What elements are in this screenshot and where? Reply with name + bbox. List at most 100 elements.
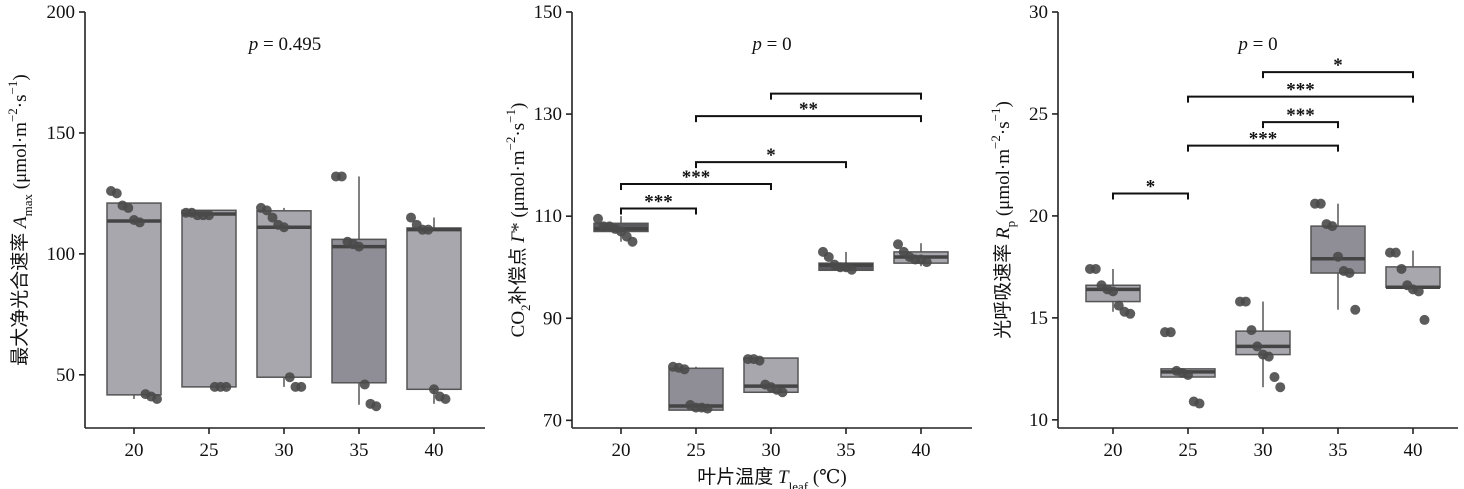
data-point (1263, 351, 1274, 362)
text-part: p (750, 34, 762, 55)
x-tick-label: 40 (1404, 440, 1423, 461)
x-tick-label: 40 (912, 440, 931, 461)
text-part: 补偿点 (507, 243, 529, 305)
text-part: (μmol·m (993, 149, 1014, 221)
box (181, 209, 237, 388)
significance-label: *** (682, 167, 711, 188)
data-point (261, 205, 272, 216)
x-tick-label: 20 (1104, 440, 1123, 461)
data-point (1333, 251, 1343, 262)
p-value: p = 0.495 (247, 34, 321, 55)
y-tick-label: 30 (1029, 2, 1048, 23)
box (406, 227, 462, 391)
x-tick-label: 35 (350, 440, 369, 461)
significance-label: *** (1286, 105, 1315, 126)
text-part: −2 (5, 108, 20, 122)
data-point (1240, 296, 1251, 307)
significance-bracket (1262, 121, 1339, 129)
data-point (204, 210, 214, 221)
data-point (1344, 268, 1355, 279)
text-part: p (1236, 34, 1248, 55)
data-point (1108, 286, 1118, 297)
y-tick-label: 90 (543, 308, 562, 329)
text-part: p (247, 34, 259, 55)
text-part: 2 (518, 304, 533, 311)
text-part: Γ (508, 231, 529, 244)
data-point (1419, 314, 1430, 325)
panel: 70 90 110 130 150 20 25 30 35 40 CO2补偿点 Γ* (μmol·m… (503, 2, 972, 489)
data-point (1183, 369, 1193, 380)
text-part: p (1003, 221, 1018, 228)
y-axis-label: 最大净光合速率 Amax (μmol·m−2·s−1) (5, 74, 35, 365)
significance-bracket (1187, 95, 1414, 103)
data-point (1275, 382, 1286, 393)
x-tick-label: 30 (762, 440, 781, 461)
data-point (279, 222, 289, 233)
y-tick-label: 25 (1029, 104, 1048, 125)
y-tick-label: 110 (534, 206, 562, 227)
data-point (1252, 341, 1263, 352)
data-point (111, 188, 122, 199)
significance-label: *** (644, 192, 673, 213)
text-part: = 0 (1248, 34, 1278, 55)
data-point (921, 257, 932, 268)
x-axis-label: 叶片温度 Tleaf (℃) (697, 466, 847, 489)
significance-bracket (695, 161, 847, 169)
x-tick-label: 30 (1254, 440, 1273, 461)
text-part: ) (993, 101, 1014, 107)
data-point (406, 212, 416, 223)
p-value: p = 0 (750, 34, 791, 55)
data-point (1194, 398, 1205, 409)
text-part: ) (508, 103, 529, 109)
data-point (1269, 372, 1280, 383)
significance-bracket (1187, 144, 1339, 152)
y-axis-label: CO2补偿点 Γ* (μmol·m−2·s−1) (503, 103, 533, 338)
text-part: ·s (508, 123, 529, 137)
x-tick-label: 25 (687, 440, 706, 461)
data-point (1315, 198, 1326, 209)
y-tick-label: 10 (1029, 410, 1048, 431)
significance-label: * (1333, 55, 1343, 76)
box (1310, 225, 1366, 274)
text-part: −1 (988, 108, 1003, 122)
significance-bracket (770, 92, 922, 100)
text-part: R (993, 227, 1014, 240)
data-point (1165, 327, 1176, 338)
text-part: −2 (988, 135, 1003, 149)
text-part: 光呼吸速率 (992, 239, 1014, 339)
data-point (1246, 325, 1257, 336)
text-part: (℃) (808, 467, 847, 488)
text-part: ) (10, 74, 31, 80)
y-tick-label: 150 (47, 123, 76, 144)
data-point (846, 264, 857, 275)
box (1385, 266, 1441, 289)
data-point (123, 202, 134, 213)
text-part: −1 (503, 109, 518, 123)
significance-bracket (1112, 192, 1189, 200)
text-part: (μmol·m (10, 122, 31, 194)
data-point (1413, 286, 1424, 297)
text-part: = 0.495 (258, 34, 321, 55)
y-tick-label: 15 (1029, 308, 1048, 329)
significance-bracket (1262, 71, 1414, 79)
y-tick-label: 50 (56, 365, 75, 386)
text-part: ·s (10, 94, 31, 108)
significance-bracket (695, 115, 922, 123)
data-point (134, 217, 145, 228)
text-part: = 0 (762, 34, 792, 55)
text-part: −2 (503, 137, 518, 151)
data-point (777, 387, 788, 398)
x-tick-label: 25 (200, 440, 219, 461)
data-point (336, 171, 347, 182)
data-point (593, 213, 603, 224)
significance-label: *** (1286, 80, 1315, 101)
p-value: p = 0 (1236, 34, 1277, 55)
y-tick-label: 130 (534, 104, 563, 125)
data-point (284, 372, 295, 383)
text-part: CO (508, 311, 529, 337)
x-tick-label: 35 (837, 440, 856, 461)
data-point (679, 364, 690, 375)
text-part: A (10, 216, 31, 230)
y-axis-label: 光呼吸速率 Rp (μmol·m−2·s−1) (988, 101, 1018, 339)
